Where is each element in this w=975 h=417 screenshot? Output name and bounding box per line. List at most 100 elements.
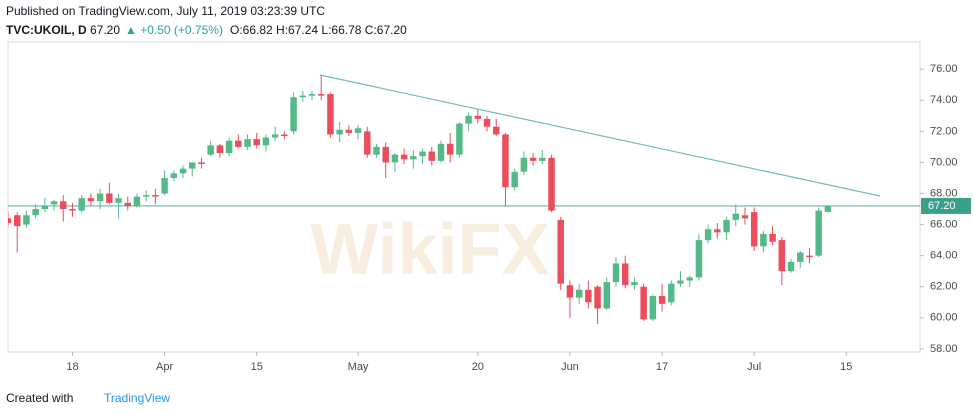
- symbol: TVC:UKOIL, D: [6, 23, 87, 37]
- last-price: 67.20: [90, 23, 120, 37]
- candle-body: [290, 97, 297, 132]
- candle-body: [557, 219, 564, 284]
- candle-body: [106, 193, 113, 203]
- candle-body: [235, 140, 242, 147]
- y-tick-label: 60.00: [930, 312, 958, 324]
- y-tick-label: 76.00: [930, 63, 958, 75]
- candle-body: [465, 115, 472, 124]
- published-note: Published on TradingView.com, July 11, 2…: [6, 4, 325, 18]
- candle-body: [225, 140, 233, 154]
- candle-body: [658, 296, 666, 304]
- change: ▲ +0.50 (+0.75%): [125, 23, 223, 37]
- candle-body: [410, 156, 417, 160]
- y-tick-label: 74.00: [930, 94, 958, 106]
- candle-body: [115, 198, 122, 203]
- candle-body: [271, 134, 279, 138]
- candle-body: [695, 240, 703, 278]
- candle-body: [566, 285, 574, 298]
- candle-body: [456, 123, 463, 155]
- x-tick-label: May: [348, 361, 369, 373]
- candle-body: [446, 143, 454, 155]
- candle-body: [161, 177, 168, 194]
- candle-body: [594, 286, 601, 309]
- candle-body: [815, 210, 822, 256]
- candle-body: [13, 215, 21, 227]
- footer-created: Created with: [6, 391, 73, 405]
- candle-body: [78, 198, 85, 211]
- candle-body: [732, 213, 739, 220]
- candle-body: [391, 154, 399, 163]
- candle-body: [585, 289, 592, 303]
- candle-body: [152, 195, 159, 197]
- y-tick-label: 64.00: [930, 250, 958, 262]
- candle-body: [824, 205, 832, 212]
- x-tick-label: 17: [656, 361, 668, 373]
- candle-body: [189, 162, 196, 169]
- candle-body: [216, 145, 224, 154]
- candle-body: [529, 157, 537, 161]
- watermark: WikiFX: [310, 210, 549, 290]
- candle-body: [308, 94, 316, 96]
- candle-body: [787, 261, 795, 272]
- x-tick-label: 15: [840, 361, 852, 373]
- candle-body: [760, 233, 767, 247]
- candle-body: [723, 219, 730, 233]
- candle-body: [8, 218, 12, 224]
- candle-body: [262, 137, 270, 146]
- candle-body: [299, 95, 307, 98]
- candle-body: [345, 129, 353, 133]
- candle-body: [741, 215, 749, 219]
- candle-body: [244, 139, 251, 147]
- candle-body: [704, 229, 712, 241]
- candle-body: [797, 252, 804, 262]
- candle-body: [382, 146, 389, 163]
- candle-body: [419, 151, 426, 157]
- candle-body: [520, 157, 528, 172]
- candle-body: [373, 146, 380, 155]
- y-tick-label: 72.00: [930, 125, 958, 137]
- candle-body: [437, 143, 445, 161]
- candle-body: [364, 131, 371, 155]
- candle-body: [603, 282, 611, 309]
- candle-body: [41, 205, 49, 210]
- x-tick-label: Jun: [561, 361, 579, 373]
- candle-body: [686, 277, 693, 281]
- candle-body: [677, 280, 684, 284]
- candle-body: [96, 193, 104, 202]
- candle-body: [474, 115, 482, 119]
- candle-body: [50, 201, 58, 205]
- x-tick-label: 18: [66, 361, 78, 373]
- candle-body: [548, 157, 555, 211]
- x-tick-label: 20: [472, 361, 484, 373]
- candle-body: [640, 286, 647, 320]
- y-tick-label: 70.00: [930, 156, 958, 168]
- candle-body: [354, 128, 362, 133]
- candle-body: [806, 255, 813, 258]
- candle-body: [750, 212, 758, 247]
- candle-body: [124, 202, 131, 206]
- candle-body: [198, 162, 205, 164]
- candle-body: [336, 129, 343, 135]
- y-tick-label: 62.00: [930, 281, 958, 293]
- candle-body: [32, 209, 39, 216]
- price-label-box: [921, 197, 971, 214]
- candle-body: [69, 209, 76, 211]
- candle-body: [575, 289, 583, 298]
- candle-body: [142, 195, 150, 197]
- candle-body: [769, 233, 776, 242]
- candle-body: [778, 240, 786, 272]
- candle-body: [87, 198, 95, 202]
- candle-body: [207, 145, 214, 155]
- ohlc: O:66.82 H:67.24 L:66.78 C:67.20: [230, 23, 407, 37]
- candle-body: [281, 134, 288, 137]
- candle-body: [327, 94, 334, 135]
- candle-body: [170, 173, 178, 178]
- candle-body: [714, 229, 721, 233]
- candle-body: [428, 151, 435, 161]
- candle-body: [253, 139, 260, 146]
- candle-body: [631, 282, 638, 286]
- candle-body: [511, 171, 518, 188]
- footer-brand: TradingView: [104, 391, 170, 405]
- candle-body: [400, 154, 408, 160]
